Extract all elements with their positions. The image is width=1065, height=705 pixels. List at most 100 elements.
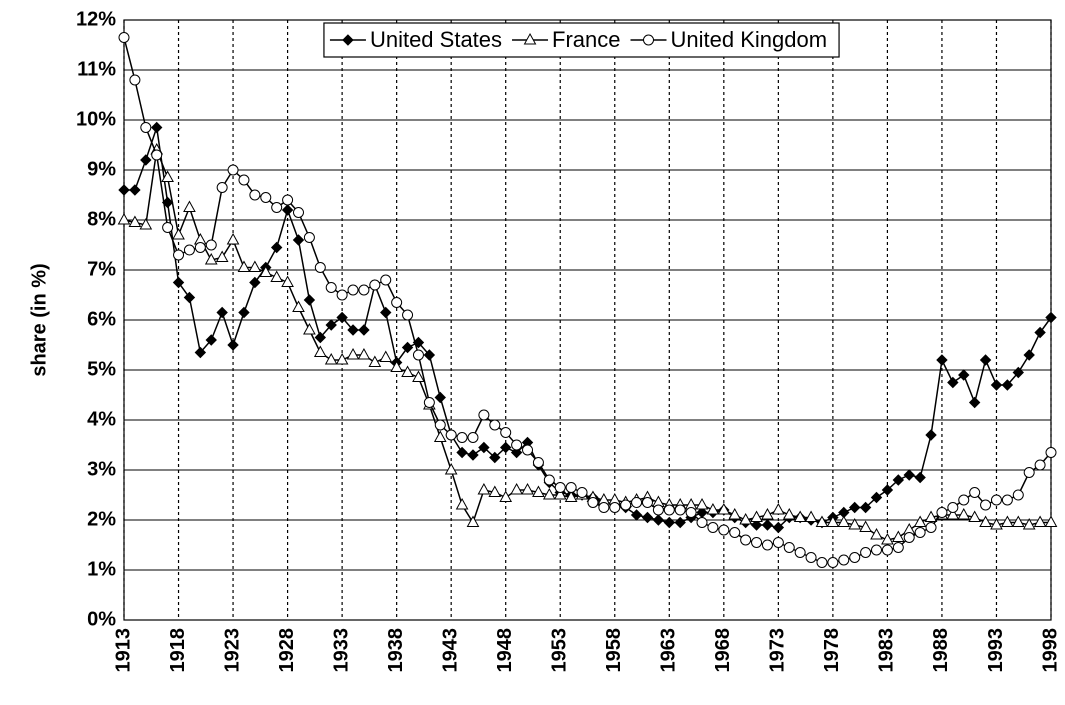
point [903, 469, 915, 481]
point [1034, 459, 1046, 471]
point [587, 497, 599, 508]
point [750, 519, 763, 531]
series-line [123, 37, 1052, 564]
point [183, 291, 196, 304]
point [129, 184, 141, 196]
x-tick-label: 1953 [549, 628, 571, 673]
point [761, 507, 774, 520]
point [794, 547, 806, 558]
point [216, 306, 228, 319]
point [380, 306, 392, 319]
point [455, 497, 469, 510]
point [892, 542, 904, 553]
point [129, 74, 141, 86]
point [946, 507, 960, 520]
point [434, 391, 446, 404]
point [391, 297, 403, 308]
point [303, 294, 316, 306]
point [990, 494, 1002, 506]
point [772, 537, 784, 548]
point [172, 276, 185, 289]
point [565, 482, 577, 493]
point [532, 485, 545, 497]
point [248, 260, 262, 272]
point [652, 514, 665, 526]
point [140, 122, 152, 133]
legend-marker [643, 34, 655, 46]
point [641, 511, 654, 524]
series [118, 121, 1057, 534]
point [1023, 349, 1035, 361]
point [631, 497, 643, 508]
point [500, 427, 512, 438]
point [936, 354, 948, 366]
point [990, 379, 1003, 391]
point [532, 457, 544, 468]
x-tick-label: 1973 [767, 628, 789, 673]
point [947, 502, 959, 513]
point [140, 154, 152, 166]
point [270, 241, 283, 254]
point [489, 419, 501, 431]
y-axis-label: share (in %) [28, 263, 50, 376]
point [1001, 494, 1013, 506]
point [1034, 326, 1046, 339]
legend: United States France United Kingdom [323, 22, 840, 58]
point [815, 515, 829, 527]
point [390, 360, 403, 372]
point [804, 510, 818, 522]
point [357, 347, 371, 360]
y-tick-label: 5% [87, 358, 116, 380]
point [249, 276, 261, 289]
point [303, 232, 315, 243]
point [478, 409, 490, 421]
y-tick-label: 2% [87, 508, 116, 530]
point [412, 349, 424, 361]
point [782, 507, 796, 520]
point [892, 474, 905, 486]
x-tick-label: 1988 [930, 628, 952, 673]
point [1045, 311, 1057, 324]
point [510, 482, 523, 495]
x-tick-label: 1938 [385, 628, 407, 673]
x-tick-label: 1913 [112, 628, 134, 673]
point [838, 554, 850, 566]
point [848, 501, 861, 514]
point [793, 510, 807, 522]
point [467, 449, 479, 461]
point [860, 547, 872, 558]
point [380, 274, 392, 286]
point [706, 502, 720, 515]
point [881, 532, 894, 545]
point [1012, 489, 1024, 501]
point [609, 502, 621, 513]
point [173, 249, 185, 261]
point [292, 207, 304, 218]
point [968, 510, 982, 522]
point [313, 345, 327, 357]
point [368, 355, 382, 367]
point [751, 537, 763, 548]
point [870, 527, 883, 540]
point [401, 365, 414, 377]
point [968, 396, 981, 409]
point [335, 352, 349, 365]
point [859, 520, 872, 532]
point [379, 350, 393, 362]
point [903, 532, 915, 543]
point [1023, 467, 1035, 478]
point [358, 324, 370, 336]
y-tick-label: 3% [87, 458, 116, 480]
point [816, 557, 828, 568]
point [204, 252, 218, 265]
point [772, 502, 785, 515]
y-tick-label: 11% [77, 58, 116, 80]
point [1045, 447, 1057, 458]
x-tick-label: 1918 [167, 628, 189, 673]
series [117, 142, 1058, 545]
x-tick-label: 1983 [876, 628, 898, 673]
point [805, 552, 817, 563]
point [891, 530, 905, 542]
point [238, 174, 250, 186]
